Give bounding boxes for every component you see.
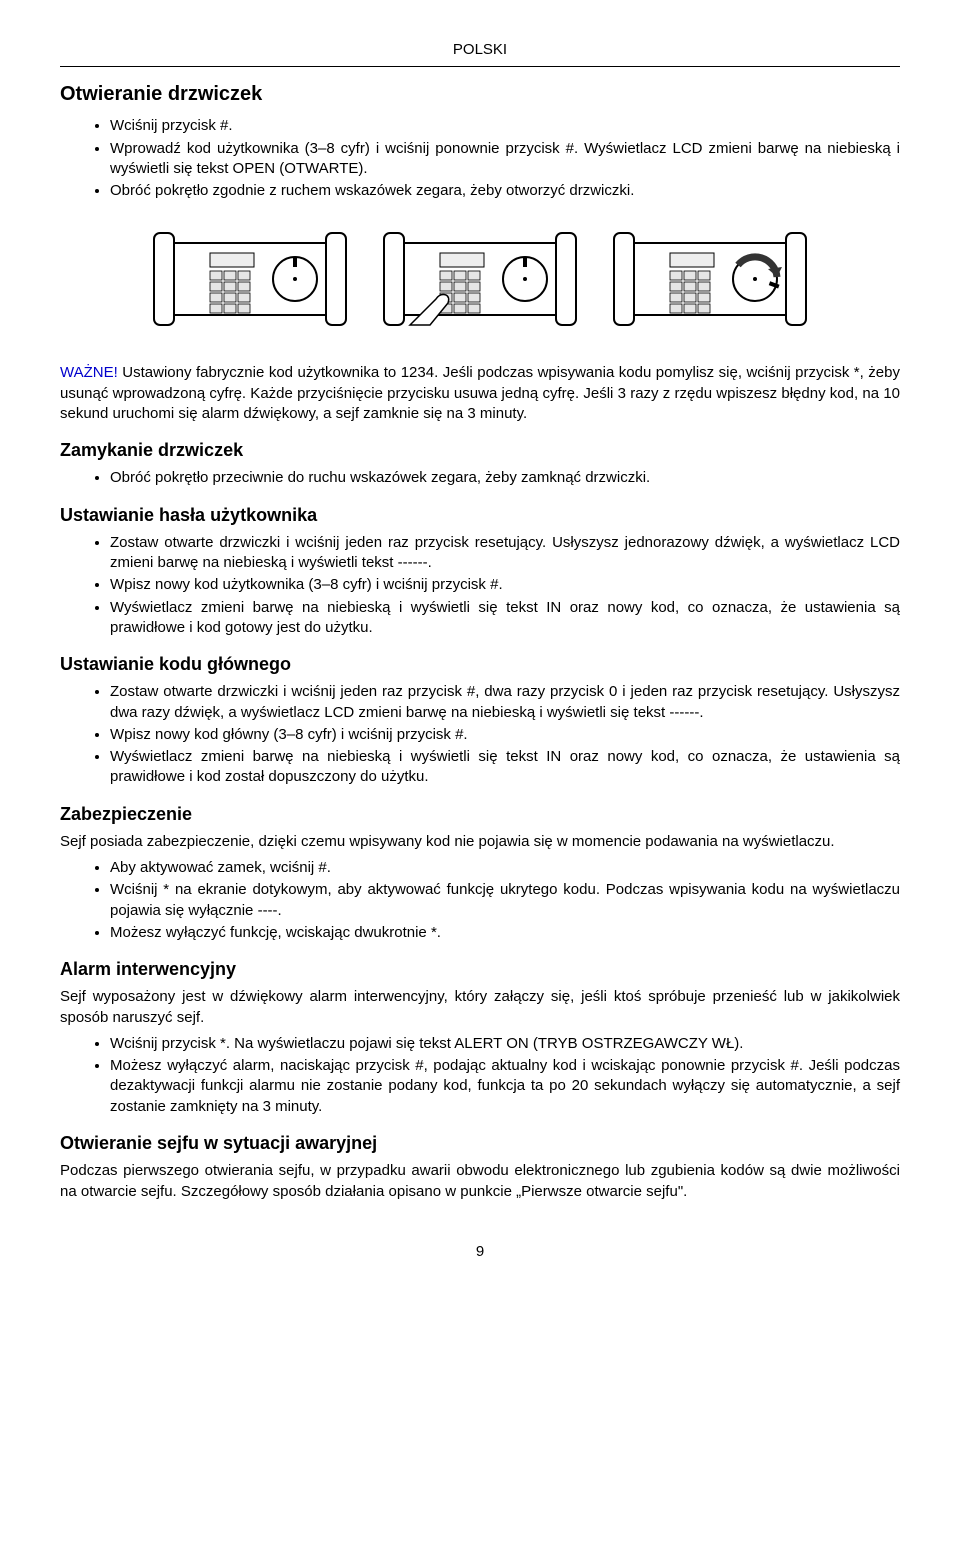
- section-usercode-list: Zostaw otwarte drzwiczki i wciśnij jeden…: [60, 533, 900, 638]
- section-opening-list: Wciśnij przycisk #. Wprowadź kod użytkow…: [60, 116, 900, 201]
- section-closing-title: Zamykanie drzwiczek: [60, 438, 900, 462]
- section-security-list: Aby aktywować zamek, wciśnij #. Wciśnij …: [60, 858, 900, 943]
- list-item: Wyświetlacz zmieni barwę na niebieską i …: [110, 747, 900, 788]
- important-label: WAŻNE!: [60, 364, 118, 381]
- list-item: Wpisz nowy kod użytkownika (3–8 cyfr) i …: [110, 575, 900, 595]
- list-item: Wprowadź kod użytkownika (3–8 cyfr) i wc…: [110, 139, 900, 180]
- list-item: Możesz wyłączyć funkcję, wciskając dwukr…: [110, 923, 900, 943]
- important-text: Ustawiony fabrycznie kod użytkownika to …: [60, 364, 900, 422]
- header-rule: [60, 66, 900, 67]
- list-item: Zostaw otwarte drzwiczki i wciśnij jeden…: [110, 682, 900, 723]
- section-emergency-title: Otwieranie sejfu w sytuacji awaryjnej: [60, 1131, 900, 1155]
- section-mastercode-title: Ustawianie kodu głównego: [60, 652, 900, 676]
- important-note: WAŻNE! Ustawiony fabrycznie kod użytkown…: [60, 363, 900, 424]
- list-item: Aby aktywować zamek, wciśnij #.: [110, 858, 900, 878]
- list-item: Wciśnij przycisk *. Na wyświetlaczu poja…: [110, 1034, 900, 1054]
- figure-row: [60, 229, 900, 329]
- list-item: Możesz wyłączyć alarm, naciskając przyci…: [110, 1056, 900, 1117]
- section-security-intro: Sejf posiada zabezpieczenie, dzięki czem…: [60, 832, 900, 852]
- list-item: Obróć pokrętło zgodnie z ruchem wskazówe…: [110, 181, 900, 201]
- safe-panel-3: [610, 229, 810, 329]
- section-closing-list: Obróć pokrętło przeciwnie do ruchu wskaz…: [60, 468, 900, 488]
- section-alarm-intro: Sejf wyposażony jest w dźwiękowy alarm i…: [60, 987, 900, 1028]
- safe-panel-2: [380, 229, 580, 329]
- section-alarm-title: Alarm interwencyjny: [60, 957, 900, 981]
- section-usercode-title: Ustawianie hasła użytkownika: [60, 503, 900, 527]
- section-alarm-list: Wciśnij przycisk *. Na wyświetlaczu poja…: [60, 1034, 900, 1117]
- list-item: Wciśnij * na ekranie dotykowym, aby akty…: [110, 880, 900, 921]
- language-header: POLSKI: [60, 40, 900, 60]
- section-opening-title: Otwieranie drzwiczek: [60, 81, 900, 108]
- list-item: Wyświetlacz zmieni barwę na niebieską i …: [110, 598, 900, 639]
- safe-panel-1: [150, 229, 350, 329]
- list-item: Zostaw otwarte drzwiczki i wciśnij jeden…: [110, 533, 900, 574]
- page-number: 9: [60, 1242, 900, 1262]
- list-item: Wpisz nowy kod główny (3–8 cyfr) i wciśn…: [110, 725, 900, 745]
- section-security-title: Zabezpieczenie: [60, 802, 900, 826]
- section-emergency-text: Podczas pierwszego otwierania sejfu, w p…: [60, 1161, 900, 1202]
- section-mastercode-list: Zostaw otwarte drzwiczki i wciśnij jeden…: [60, 682, 900, 787]
- list-item: Wciśnij przycisk #.: [110, 116, 900, 136]
- list-item: Obróć pokrętło przeciwnie do ruchu wskaz…: [110, 468, 900, 488]
